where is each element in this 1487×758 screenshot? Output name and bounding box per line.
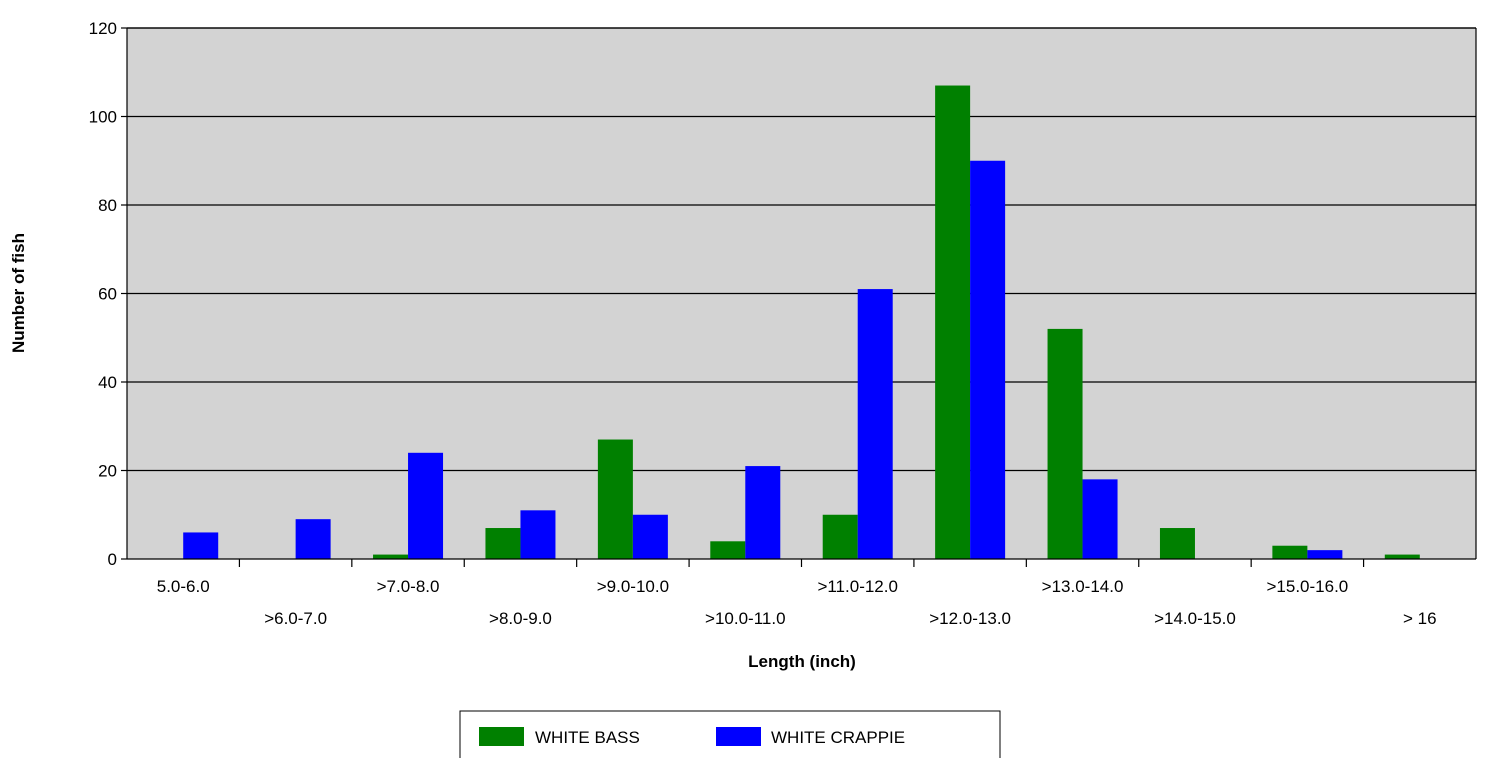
x-tick-label: >9.0-10.0: [597, 577, 669, 596]
x-tick-label: >12.0-13.0: [929, 609, 1011, 628]
y-tick-labels: 0 20 40 60 80 100 120: [89, 19, 117, 569]
bars: [183, 85, 1420, 560]
bar-white-crappie-0: [183, 532, 219, 559]
x-tick-label: 5.0-6.0: [157, 577, 210, 596]
bar-white-bass-7: [935, 85, 971, 560]
bar-white-bass-10: [1272, 545, 1308, 559]
bar-white-crappie-2: [408, 452, 444, 559]
x-axis-title: Length (inch): [748, 652, 856, 671]
x-tick-label: >13.0-14.0: [1042, 577, 1124, 596]
x-tick-label: > 16: [1403, 609, 1437, 628]
bar-white-bass-2: [373, 554, 409, 559]
x-tick-label: >15.0-16.0: [1266, 577, 1348, 596]
bar-white-bass-9: [1159, 528, 1195, 559]
x-tick-label: >8.0-9.0: [489, 609, 552, 628]
x-tick-label: >7.0-8.0: [377, 577, 440, 596]
y-tick-label: 120: [89, 19, 117, 38]
axes: [121, 27, 1477, 567]
y-tick-label: 60: [98, 285, 117, 304]
bar-white-crappie-7: [970, 160, 1006, 559]
legend-label-white-crappie: WHITE CRAPPIE: [771, 728, 905, 747]
bar-white-crappie-1: [295, 519, 331, 559]
y-tick-label: 100: [89, 108, 117, 127]
bar-white-crappie-8: [1082, 479, 1118, 559]
bar-white-bass-5: [710, 541, 746, 559]
bar-white-bass-3: [485, 528, 521, 559]
bar-white-crappie-5: [745, 466, 781, 559]
bar-white-bass-4: [597, 439, 633, 559]
bar-white-crappie-6: [857, 289, 893, 559]
y-tick-label: 40: [98, 373, 117, 392]
x-tick-label: >11.0-12.0: [817, 577, 898, 596]
legend-label-white-bass: WHITE BASS: [535, 728, 640, 747]
bar-white-bass-11: [1384, 554, 1420, 559]
bar-white-crappie-10: [1307, 550, 1343, 559]
y-tick-label: 0: [108, 550, 117, 569]
y-tick-label: 20: [98, 462, 117, 481]
legend-swatch-white-crappie: [716, 727, 761, 746]
bar-white-bass-8: [1047, 328, 1083, 559]
x-tick-labels: 5.0-6.0 >6.0-7.0 >7.0-8.0 >8.0-9.0 >9.0-10.0…: [157, 577, 1437, 628]
bar-white-bass-6: [822, 514, 858, 559]
bar-white-crappie-3: [520, 510, 556, 559]
bar-white-crappie-4: [632, 514, 668, 559]
legend-swatch-white-bass: [479, 727, 524, 746]
x-tick-label: >6.0-7.0: [264, 609, 327, 628]
y-axis-title: Number of fish: [9, 233, 28, 353]
y-tick-label: 80: [98, 196, 117, 215]
legend: WHITE BASS WHITE CRAPPIE: [459, 710, 1001, 758]
x-tick-label: >10.0-11.0: [705, 609, 786, 628]
x-tick-label: >14.0-15.0: [1154, 609, 1236, 628]
